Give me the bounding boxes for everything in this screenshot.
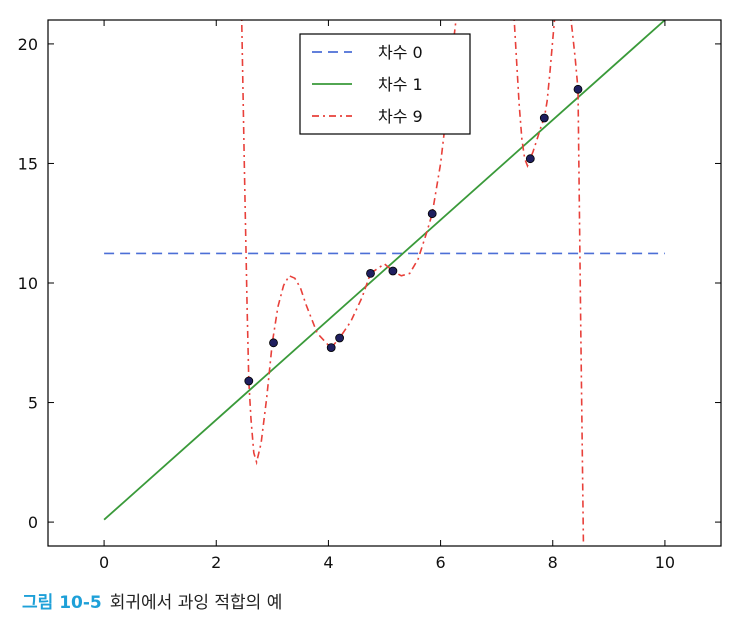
data-point: [573, 84, 583, 94]
series-layer: [103, 20, 666, 546]
series-line-1: [103, 20, 666, 521]
legend-label: 차수 9: [378, 107, 423, 126]
data-point: [326, 343, 336, 353]
figure-number: 그림 10-5: [22, 593, 102, 613]
data-point: [427, 209, 437, 219]
data-point: [539, 113, 549, 123]
data-point: [269, 338, 278, 348]
y-tick-label: 0: [28, 513, 38, 532]
x-tick-label: 2: [211, 553, 221, 572]
legend: 차수 0 차수 1 차수 9: [299, 33, 471, 135]
series-line-2: [240, 20, 457, 466]
data-point: [244, 376, 254, 386]
data-point: [388, 266, 398, 276]
x-tick-label: 8: [548, 553, 558, 572]
series-line-4: [570, 20, 585, 546]
figure-caption: 그림 10-5 회귀에서 과잉 적합의 예: [22, 588, 282, 613]
series-line-3: [513, 20, 556, 168]
data-point: [335, 333, 345, 343]
caption-text: 회귀에서 과잉 적합의 예: [109, 593, 283, 613]
x-tick-label: 0: [99, 553, 109, 572]
x-tick-label: 6: [435, 553, 445, 572]
y-tick-label: 10: [18, 274, 38, 293]
data-points: [244, 84, 583, 386]
axis-ticks: 0 2 4 6 8 10 0 5 10 15 20: [18, 20, 721, 572]
y-tick-label: 20: [18, 35, 38, 54]
data-point: [366, 268, 375, 278]
x-tick-label: 10: [655, 553, 675, 572]
y-tick-label: 5: [28, 394, 38, 413]
legend-label: 차수 0: [378, 43, 423, 62]
data-point: [525, 154, 535, 164]
chart: 0 2 4 6 8 10 0 5 10 15 20 차수 0 차수 1 차수 9: [18, 19, 722, 572]
x-tick-label: 4: [323, 553, 333, 572]
legend-label: 차수 1: [378, 75, 423, 94]
y-tick-label: 15: [18, 154, 38, 173]
